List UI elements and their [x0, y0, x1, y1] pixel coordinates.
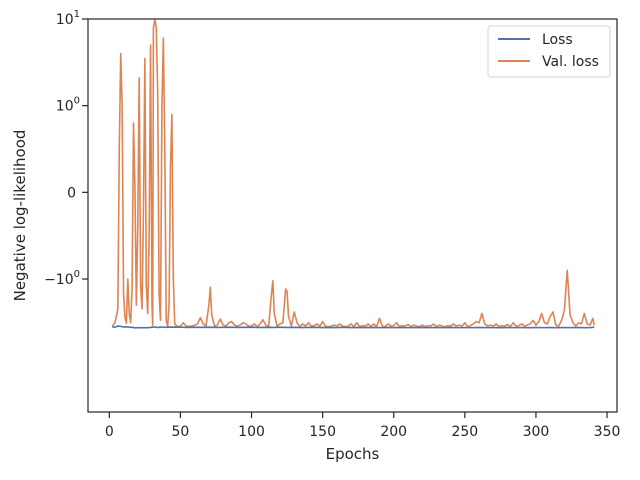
x-axis-label: Epochs	[326, 445, 380, 463]
x-tick-label: 250	[451, 424, 478, 440]
y-axis: 101 100 0 −100	[44, 9, 88, 288]
y-axis-label: Negative log-likelihood	[11, 130, 29, 302]
y-tick-label: 101	[56, 9, 80, 28]
series-line-loss	[112, 325, 595, 329]
plot-frame	[87, 18, 618, 413]
y-tick-label: 100	[56, 96, 80, 115]
y-tick-label: −100	[44, 269, 80, 288]
x-tick-label: 150	[309, 424, 336, 440]
x-tick-label: 300	[523, 424, 550, 440]
x-axis: 0 50 100 150 200 250 300 350	[105, 412, 621, 440]
x-tick-label: 200	[380, 424, 407, 440]
legend-label-val-loss: Val. loss	[542, 54, 599, 70]
series-line-val-loss	[111, 19, 596, 328]
series-layer	[111, 19, 596, 329]
y-tick-label: 0	[67, 185, 76, 201]
x-tick-label: 350	[594, 424, 621, 440]
legend-label-loss: Loss	[542, 32, 573, 48]
legend: Loss Val. loss	[487, 25, 611, 78]
x-tick-label: 0	[105, 424, 114, 440]
x-tick-label: 50	[172, 424, 190, 440]
x-tick-label: 100	[238, 424, 265, 440]
